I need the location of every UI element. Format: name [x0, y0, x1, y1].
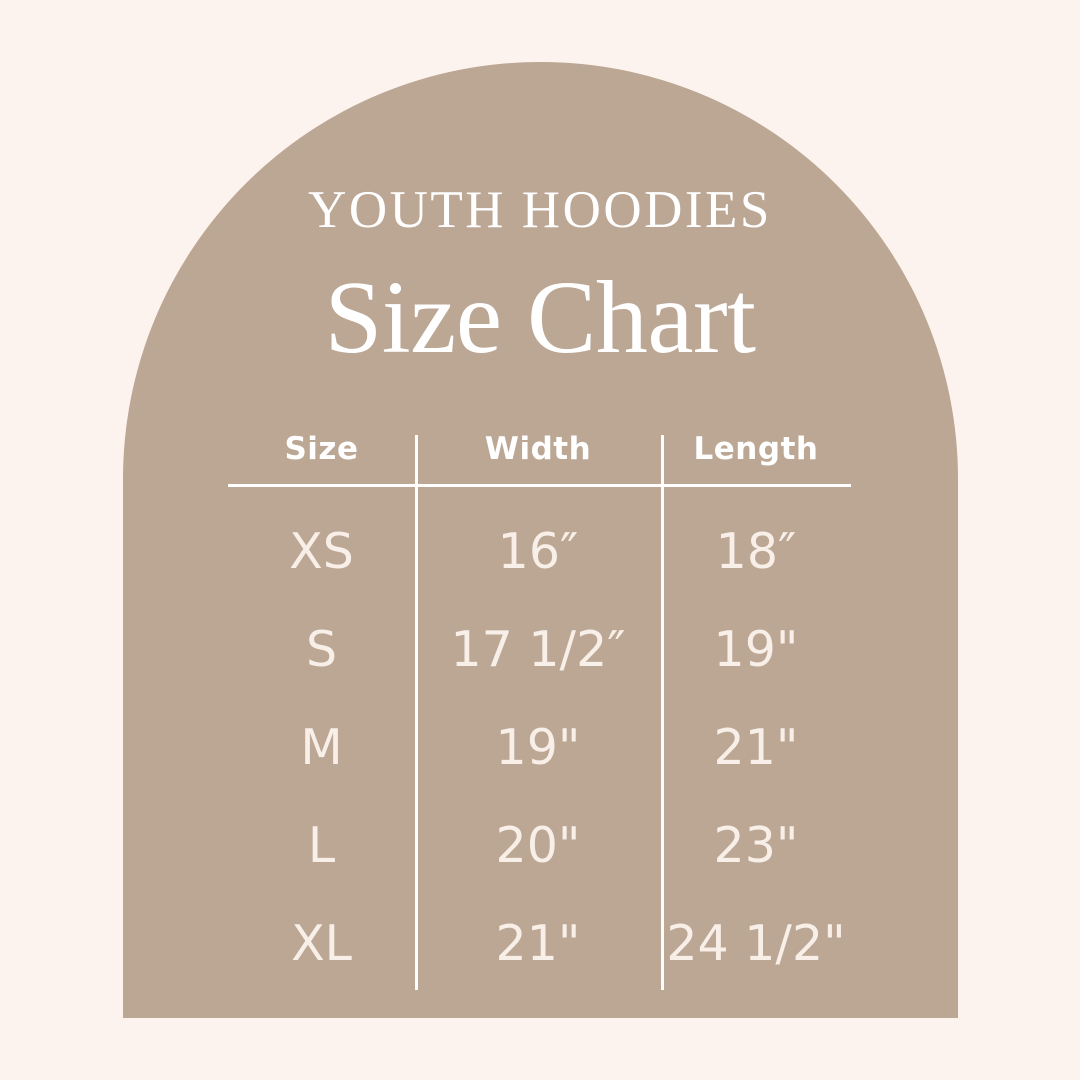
table-body: XS 16″ 18″ S 17 1/2″ 19" M 19" 21" L 20"…	[228, 503, 851, 993]
cell-width: 17 1/2″	[450, 621, 626, 678]
cell-width: 21"	[495, 915, 581, 972]
arch-background-shape	[123, 62, 958, 1018]
table-row: XL 21" 24 1/2"	[228, 895, 851, 993]
eyebrow-title: YOUTH HOODIES	[308, 181, 772, 239]
cell-size: S	[305, 621, 338, 678]
table-header-row: Size Width Length	[228, 420, 851, 478]
cell-width: 16″	[497, 523, 579, 580]
column-header-size: Size	[284, 431, 359, 467]
column-divider-2	[661, 435, 664, 990]
column-header-width: Width	[484, 431, 592, 467]
header-divider-line	[228, 484, 851, 487]
cell-length: 19"	[713, 621, 799, 678]
column-header-length: Length	[693, 431, 819, 467]
cell-size: L	[307, 817, 336, 874]
cell-size: XL	[291, 915, 352, 972]
size-chart-table: Size Width Length XS 16″ 18″ S 17 1/2″ 1…	[228, 420, 851, 1000]
cell-length: 23"	[713, 817, 799, 874]
cell-width: 20"	[495, 817, 581, 874]
cell-size: XS	[289, 523, 354, 580]
table-row: S 17 1/2″ 19"	[228, 601, 851, 699]
table-row: L 20" 23"	[228, 797, 851, 895]
table-row: M 19" 21"	[228, 699, 851, 797]
column-divider-1	[415, 435, 418, 990]
cell-length: 24 1/2"	[666, 915, 846, 972]
cell-size: M	[300, 719, 343, 776]
cell-width: 19"	[495, 719, 581, 776]
cell-length: 18″	[715, 523, 797, 580]
table-row: XS 16″ 18″	[228, 503, 851, 601]
page-title: Size Chart	[324, 260, 756, 375]
cell-length: 21"	[713, 719, 799, 776]
